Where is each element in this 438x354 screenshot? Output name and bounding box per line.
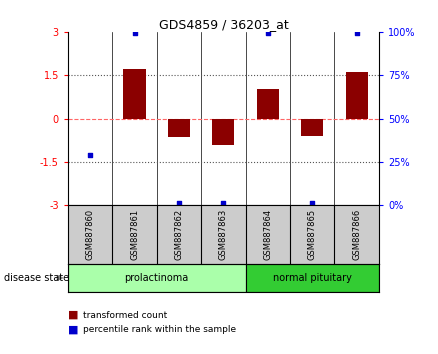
- Bar: [68, 264, 246, 292]
- Point: [131, 30, 138, 35]
- Text: ■: ■: [68, 310, 78, 320]
- Bar: [346, 72, 368, 119]
- Text: ■: ■: [68, 324, 78, 334]
- Text: GSM887861: GSM887861: [130, 209, 139, 260]
- Bar: [124, 69, 145, 119]
- Text: disease state: disease state: [4, 273, 70, 283]
- Title: GDS4859 / 36203_at: GDS4859 / 36203_at: [159, 18, 288, 31]
- Point: [87, 152, 94, 158]
- Text: GSM887866: GSM887866: [352, 209, 361, 260]
- Point: [220, 200, 227, 206]
- Text: prolactinoma: prolactinoma: [125, 273, 189, 283]
- Text: GSM887864: GSM887864: [263, 209, 272, 260]
- Bar: [246, 264, 379, 292]
- Text: normal pituitary: normal pituitary: [273, 273, 352, 283]
- Text: transformed count: transformed count: [83, 310, 167, 320]
- Text: percentile rank within the sample: percentile rank within the sample: [83, 325, 237, 334]
- Bar: [212, 119, 234, 144]
- Bar: [301, 119, 323, 136]
- Text: GSM887862: GSM887862: [174, 209, 184, 260]
- Point: [309, 200, 316, 206]
- Text: GSM887863: GSM887863: [219, 209, 228, 260]
- Point: [176, 200, 183, 206]
- Point: [264, 30, 271, 35]
- Text: GSM887860: GSM887860: [85, 209, 95, 260]
- Text: GSM887865: GSM887865: [308, 209, 317, 260]
- Bar: [257, 89, 279, 119]
- Point: [353, 30, 360, 35]
- Bar: [168, 119, 190, 137]
